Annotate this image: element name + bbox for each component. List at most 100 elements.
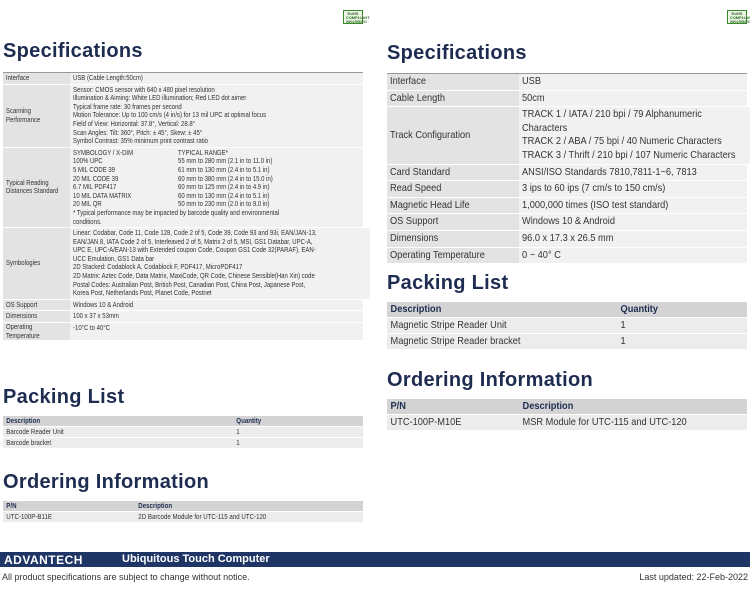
spec-label: Cable Length — [387, 90, 519, 107]
text-line: Characters — [522, 121, 568, 134]
table-row: Barcode bracket 1 — [3, 438, 363, 449]
spec-value: 96.0 x 17.3 x 26.5 mm — [519, 230, 747, 247]
last-updated: Last updated: 22-Feb-2022 — [639, 572, 748, 582]
text-line: SYMBOLOGY / X-DIM — [73, 147, 134, 157]
text-line: Typical frame rate: 30 frames per second — [73, 101, 182, 111]
text-line: UPC E, UPC-A/EAN-13 with Extended coupon… — [73, 245, 316, 255]
spec-row: Symbologies Linear: Codabar, Code 11, Cod… — [3, 228, 371, 300]
spec-label: OS Support — [3, 299, 70, 311]
text-line: TRACK 3 / Thrift / 210 bpi / 107 Numeric… — [522, 148, 736, 161]
table-row: Magnetic Stripe Reader bracket 1 — [387, 334, 747, 350]
text-line: Windows 10 & Android — [522, 215, 615, 228]
spec-label: Card Standard — [387, 164, 519, 181]
label-text: Magnetic Head Life — [390, 198, 470, 211]
cell: Magnetic Stripe Reader Unit — [390, 319, 507, 331]
spec-value: Linear: Codabar, Code 11, Code 128, Code… — [70, 228, 371, 299]
table-row: Magnetic Stripe Reader Unit 1 — [387, 318, 747, 334]
label-text: Dimensions — [6, 311, 38, 321]
text-line: ANSI/ISO Standards 7810,7811-1~6, 7813 — [522, 165, 697, 178]
cell: 1 — [236, 438, 240, 447]
spec-label: Interface — [3, 73, 70, 84]
spec-value: USB — [519, 74, 747, 90]
text-line: TYPICAL RANGE* — [178, 147, 228, 157]
text-line: 60 mm to 380 mm (2.4 in to 15.0 in) — [178, 173, 273, 183]
label-text: OS Support — [6, 299, 38, 309]
section-title: Ordering Information — [3, 471, 209, 493]
rohs-text: RoHS — [347, 11, 359, 17]
spec-label: Dimensions — [3, 311, 70, 323]
text-line: Korea Post, Netherlands Post, Planet Cod… — [73, 288, 212, 298]
logo: ADVANTECH — [4, 553, 83, 567]
label-text: Read Speed — [390, 182, 442, 195]
text-line: Postal Codes: Australian Post, British P… — [73, 279, 306, 289]
label-text: Interface — [390, 75, 426, 87]
spec-row: Track Configuration TRACK 1 / IATA / 210 … — [387, 107, 750, 165]
text-line: Linear: Codabar, Code 11, Code 128, Code… — [73, 228, 317, 238]
header-cell: Quantity — [620, 303, 659, 315]
text-line: Field of View: Horizontal: 37.8°, Vertic… — [73, 118, 196, 128]
spec-row: Dimensions 100 x 37 x 53mm — [3, 311, 363, 324]
spec-row: Read Speed 3 ips to 60 ips (7 cm/s to 150… — [387, 181, 747, 198]
cell: 1 — [236, 427, 240, 436]
spec-row: Interface USB — [387, 74, 747, 91]
spec-value: 50cm — [519, 90, 747, 107]
packing-table: Description Quantity Barcode Reader Unit 1 B… — [3, 416, 363, 449]
text-line: 3 ips to 60 ips (7 cm/s to 150 cm/s) — [522, 182, 666, 195]
label-text: Cable Length — [390, 91, 445, 104]
spec-label: Track Configuration — [387, 107, 519, 164]
label-text: Typical Reading Distances Standard — [6, 177, 59, 196]
cell: 2D Barcode Module for UTC-115 and UTC-12… — [138, 512, 267, 521]
text-line: 96.0 x 17.3 x 26.5 mm — [522, 231, 614, 244]
text-line: 60 mm to 130 mm (2.4 in to 5.1 in) — [178, 190, 270, 200]
text-line: USB (Cable Length:50cm) — [73, 73, 143, 82]
text-line: Illumination & Aiming: White LED illumin… — [73, 93, 247, 103]
header-cell: P/N — [6, 501, 17, 510]
spec-row: Magnetic Head Life 1,000,000 times (ISO t… — [387, 197, 747, 215]
section-title: Packing List — [3, 386, 125, 408]
spec-value: -10°C to 40°C — [70, 323, 363, 341]
section-title: Specifications — [387, 42, 527, 64]
spec-table: Interface USB (Cable Length:50cm) Scanning… — [3, 72, 371, 342]
section-title: Packing List — [387, 272, 509, 294]
rohs-text: 2002/95/EC — [345, 19, 367, 25]
spec-value: USB (Cable Length:50cm) — [70, 73, 363, 84]
section-title: Ordering Information — [387, 369, 593, 391]
spec-label: Magnetic Head Life — [387, 197, 519, 214]
table-header: P/N Description — [387, 399, 747, 415]
cell: MSR Module for UTC-115 and UTC-120 — [522, 416, 687, 428]
header-cell: Description — [522, 400, 574, 412]
footer-bar: ADVANTECH Ubiquitous Touch Computer — [0, 552, 750, 567]
text-line: 2D Stacked: Codablock A, Codablock F, PD… — [73, 262, 243, 272]
spec-label: Typical Reading Distances Standard — [3, 147, 70, 228]
spec-row: Dimensions 96.0 x 17.3 x 26.5 mm — [387, 230, 747, 248]
header-cell: Description — [138, 501, 173, 510]
label-text: Symbologies — [6, 258, 41, 268]
spec-value: Sensor: CMOS sensor with 640 x 480 pixel… — [70, 84, 363, 147]
text-line: TRACK 2 / ABA / 75 bpi / 40 Numeric Char… — [522, 135, 722, 148]
text-line: 10 MIL DATA MATRIX — [73, 190, 132, 200]
label-text: Operating Temperature — [390, 248, 485, 261]
spec-value: 0 ~ 40° C — [519, 247, 747, 264]
label-text: Interface — [6, 73, 30, 82]
cell: 1 — [620, 335, 626, 347]
label-text: OS Support — [390, 215, 439, 228]
spec-value: TRACK 1 / IATA / 210 bpi / 79 Alphanumer… — [519, 107, 750, 164]
disclaimer: All product specifications are subject t… — [2, 572, 250, 582]
text-line: 50cm — [522, 91, 545, 104]
table-row: UTC-100P-M10E MSR Module for UTC-115 and … — [387, 415, 747, 431]
spec-value: Windows 10 & Android — [519, 214, 747, 230]
text-line: 50 mm to 230 mm (2.0 in to 9.0 in) — [178, 199, 270, 209]
spec-row: Typical Reading Distances Standard SYMBOL… — [3, 147, 363, 229]
text-line: Motion Tolerance: Up to 100 cm/s (4 in/s… — [73, 110, 267, 120]
spec-value: Windows 10 & Android — [70, 299, 363, 311]
cell: UTC-100P-B11E — [6, 512, 52, 521]
text-line: 60 mm to 125 mm (2.4 in to 4.9 in) — [178, 182, 270, 192]
rohs-text: RoHS — [731, 11, 743, 17]
text-line: TRACK 1 / IATA / 210 bpi / 79 Alphanumer… — [522, 108, 702, 121]
text-line: EAN/JAN 8, IATA Code 2 of 5, Interleaved… — [73, 236, 313, 246]
rohs-text: COMPLIANT — [729, 15, 750, 21]
text-line: 5 MIL CODE 39 — [73, 164, 116, 174]
label-text: Scanning Performance — [6, 106, 41, 124]
header-cell: Quantity — [236, 416, 262, 425]
